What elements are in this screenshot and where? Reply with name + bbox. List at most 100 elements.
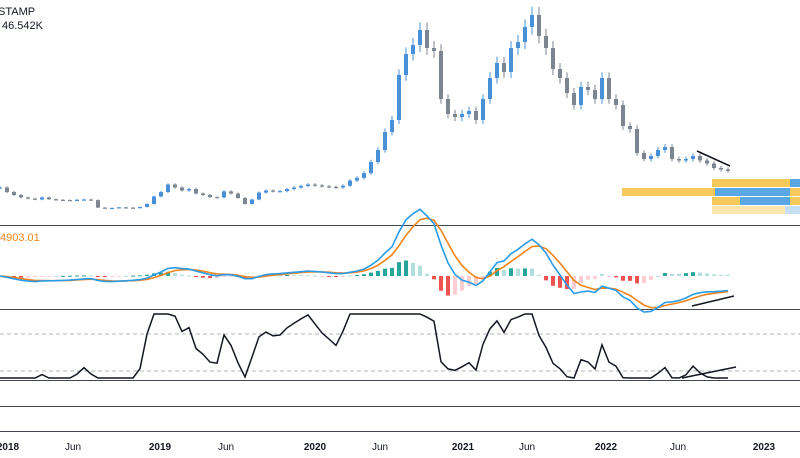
macd-histogram-bar <box>516 268 520 276</box>
time-axis-label: Jun <box>218 442 234 453</box>
candle-body <box>726 169 730 171</box>
macd-histogram-bar <box>628 276 632 281</box>
candle-body <box>558 69 562 78</box>
macd-histogram-bar <box>460 276 464 291</box>
rsi-trendline[interactable] <box>681 366 737 379</box>
volume-profile-bar <box>790 188 800 196</box>
candle-body <box>117 207 121 209</box>
candle-body <box>383 132 387 150</box>
candle-body <box>460 114 464 117</box>
macd-histogram-bar <box>712 274 716 276</box>
candle-body <box>593 90 597 99</box>
macd-histogram-bar <box>355 274 359 276</box>
candle-body <box>621 105 625 126</box>
time-axis-label: Jun <box>670 442 686 453</box>
candle-body <box>341 185 345 188</box>
candle-body <box>236 193 240 198</box>
candle-body <box>159 192 163 197</box>
candle-body <box>425 30 429 48</box>
candle-body <box>40 197 44 200</box>
macd-histogram-bar <box>215 276 219 278</box>
candle-body <box>467 111 471 114</box>
macd-line <box>0 208 729 313</box>
macd-histogram-bar <box>537 274 541 276</box>
macd-histogram-bar <box>159 272 163 276</box>
candle-body <box>145 204 149 207</box>
macd-histogram-bar <box>131 275 135 277</box>
candle-body <box>691 156 695 159</box>
candle-body <box>194 189 198 194</box>
price-candles[interactable] <box>0 6 730 210</box>
candle-body <box>523 27 527 42</box>
macd-trendline[interactable] <box>691 295 735 307</box>
macd-histogram-bar <box>432 276 436 280</box>
volume-profile-bar <box>712 206 785 214</box>
candle-body <box>649 156 653 159</box>
macd-histogram-bar <box>278 275 282 277</box>
candle-body <box>68 200 72 202</box>
rsi-pane[interactable] <box>0 313 728 379</box>
macd-histogram-bar <box>19 276 23 278</box>
macd-histogram-bar <box>33 276 37 278</box>
macd-histogram-bar <box>607 276 611 277</box>
macd-histogram-bar <box>705 273 709 276</box>
symbol-label: STAMP <box>0 6 36 18</box>
candle-body <box>0 187 2 189</box>
candle-body <box>243 198 247 204</box>
candle-body <box>586 87 590 90</box>
candle-body <box>369 162 373 174</box>
candle-body <box>215 197 219 199</box>
candle-body <box>565 78 569 93</box>
candle-body <box>306 184 310 186</box>
price-trendline[interactable] <box>696 150 731 167</box>
candle-body <box>495 63 499 78</box>
candle-body <box>47 197 51 200</box>
candle-body <box>628 126 632 129</box>
macd-histogram-bar <box>124 275 128 277</box>
macd-histogram-bar <box>446 276 450 296</box>
candle-body <box>348 180 352 186</box>
macd-histogram-bar <box>145 274 149 276</box>
macd-histogram-bar <box>565 276 569 290</box>
candle-body <box>607 78 611 99</box>
volume-profile-bar <box>715 188 790 196</box>
candle-body <box>411 45 415 54</box>
macd-histogram-bar <box>187 275 191 277</box>
macd-pane[interactable] <box>0 208 730 313</box>
candle-body <box>502 63 506 72</box>
candle-body <box>719 168 723 170</box>
time-axis-label: Jun <box>372 442 388 453</box>
candle-body <box>201 193 205 195</box>
macd-histogram-bar <box>474 276 478 285</box>
candle-body <box>75 199 79 201</box>
candle-body <box>257 192 261 200</box>
candle-body <box>222 191 226 198</box>
candle-body <box>579 87 583 105</box>
macd-histogram-bar <box>68 275 72 277</box>
candle-body <box>12 192 16 195</box>
time-axis-label: 2023 <box>753 442 776 453</box>
macd-histogram-bar <box>166 271 170 276</box>
macd-histogram-bar <box>117 276 121 277</box>
candle-body <box>187 189 191 191</box>
macd-histogram-bar <box>453 276 457 295</box>
candle-body <box>432 48 436 51</box>
candle-body <box>173 184 177 188</box>
macd-histogram-bar <box>698 272 702 276</box>
macd-histogram-bar <box>677 273 681 276</box>
macd-histogram-bar <box>47 276 51 277</box>
candle-body <box>138 207 142 209</box>
macd-histogram-bar <box>523 268 527 276</box>
macd-histogram-bar <box>61 275 65 277</box>
macd-histogram-bar <box>621 276 625 281</box>
macd-histogram-bar <box>663 273 667 276</box>
volume-profile-bar <box>785 206 800 214</box>
candle-body <box>152 196 156 204</box>
macd-histogram-bar <box>670 273 674 276</box>
candle-body <box>355 177 359 181</box>
macd-histogram-bar <box>376 270 380 276</box>
candle-body <box>642 153 646 159</box>
macd-histogram-bar <box>320 276 324 277</box>
candle-body <box>481 99 485 120</box>
